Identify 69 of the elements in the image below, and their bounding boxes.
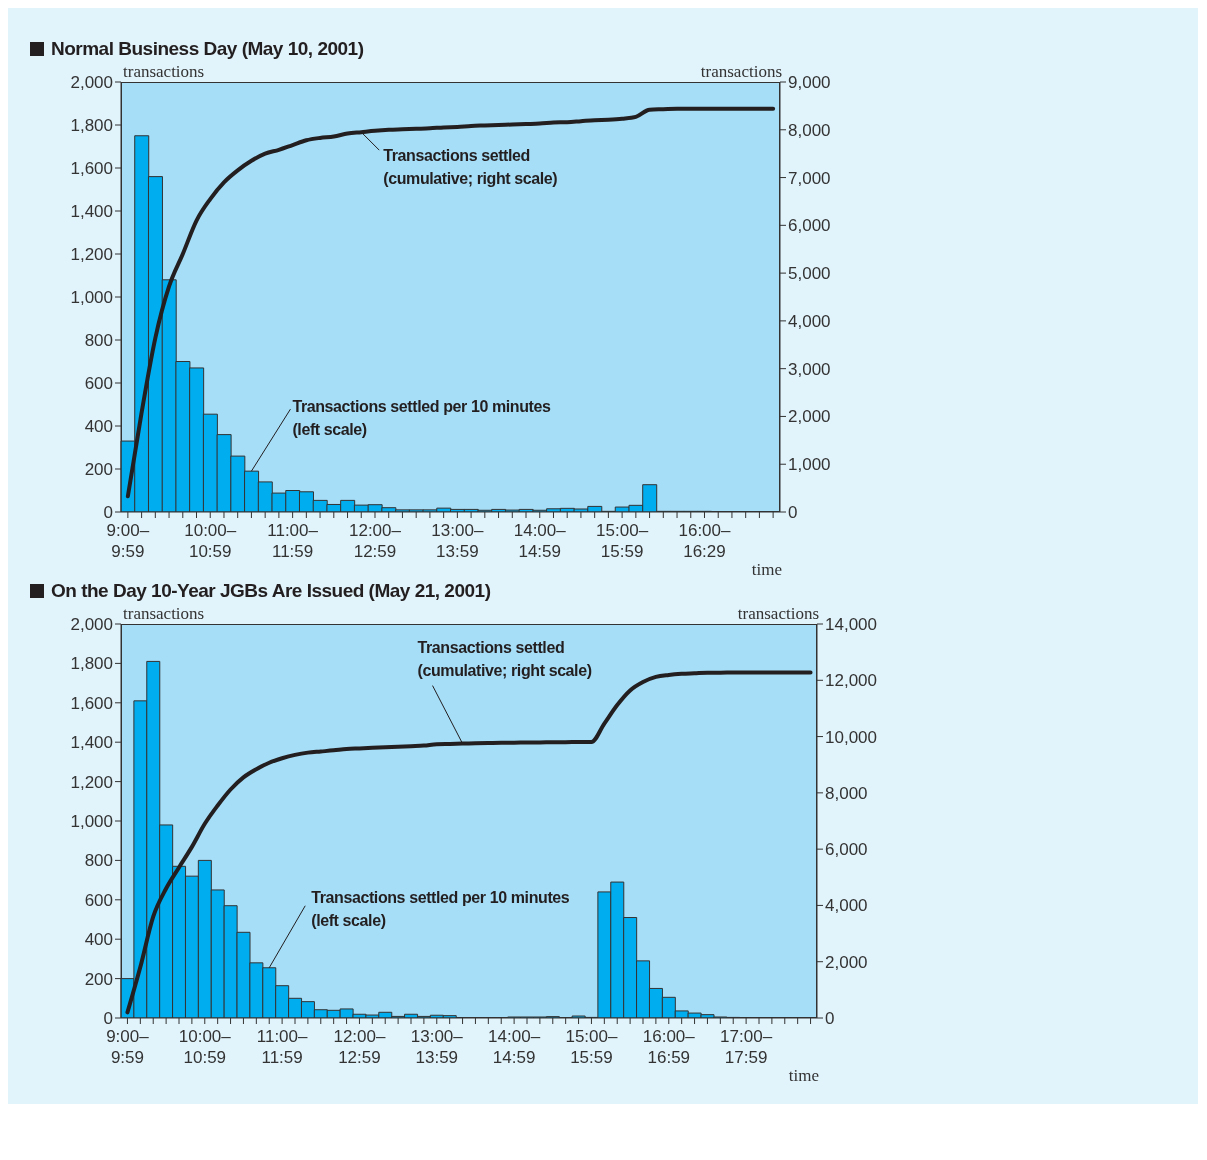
text: Transactions settled per 10 minutes (left scale) (292, 398, 552, 439)
y2-tick-label: 8,000 (788, 120, 831, 140)
x-axis-title: time (788, 1066, 819, 1086)
y-tick-label: 600 (84, 890, 113, 910)
y2-tick-label: 7,000 (788, 168, 831, 188)
y-tick-label: 400 (84, 417, 113, 437)
y2-tick-label: 9,000 (788, 73, 831, 93)
y-tick-label: 1,400 (70, 202, 113, 222)
x-tick-label: 13:00– 13:59 (410, 1027, 464, 1067)
text: Transactions settled (cumulative; right scale) (417, 638, 592, 679)
x-tick-label: 16:00– 16:59 (642, 1027, 696, 1067)
x-tick-label: 14:00– 14:59 (513, 521, 567, 561)
x-tick-label: 16:00– 16:29 (678, 521, 732, 561)
x-tick-label: 15:00– 15:59 (596, 521, 649, 561)
y2-tick-label: 0 (788, 503, 798, 523)
y-tick-label: 800 (84, 851, 113, 871)
y-tick-label: 800 (84, 331, 113, 351)
y-tick-label: 1,200 (70, 772, 113, 792)
chart-title: On the Day 10-Year JGBs Are Issued (May 21, 2001) (51, 580, 491, 602)
y-tick-label: 1,400 (70, 733, 113, 753)
y2-axis-title: transactions (700, 62, 782, 82)
y2-tick-label: 12,000 (825, 671, 877, 691)
y-tick-label: 1,800 (70, 116, 113, 136)
y-tick-label: 0 (103, 1009, 113, 1029)
x-tick-label: 14:00– 14:59 (488, 1027, 541, 1067)
y2-tick-label: 2,000 (825, 952, 868, 972)
x-tick-label: 11:00– 11:59 (256, 1027, 309, 1067)
y-tick-label: 2,000 (70, 615, 113, 635)
x-tick-label: 10:00– 10:59 (178, 1027, 232, 1067)
x-tick-label: 9:00– 9:59 (106, 521, 150, 561)
chart-title: Normal Business Day (May 10, 2001) (51, 38, 364, 60)
y2-tick-label: 2,000 (788, 407, 831, 427)
y-tick-label: 400 (84, 930, 113, 950)
y-axis-title: transactions (123, 604, 205, 624)
x-tick-label: 12:00– 12:59 (348, 521, 402, 561)
x-tick-label: 10:00– 10:59 (184, 521, 237, 561)
y2-tick-label: 8,000 (825, 783, 868, 803)
y-tick-label: 1,000 (70, 288, 113, 308)
y2-tick-label: 3,000 (788, 359, 831, 379)
y-tick-label: 0 (103, 503, 113, 523)
y-tick-label: 2,000 (70, 73, 113, 93)
legend-label: Transactions settled (cumulative; right scale) (383, 147, 558, 188)
y2-tick-label: 1,000 (788, 455, 831, 475)
y2-tick-label: 5,000 (788, 264, 831, 284)
x-tick-label: 13:00– 13:59 (431, 521, 484, 561)
y-tick-label: 600 (84, 374, 113, 394)
y-tick-label: 1,000 (70, 812, 113, 832)
y-tick-label: 1,800 (70, 654, 113, 674)
y-tick-label: 1,600 (70, 159, 113, 179)
series-label: Transactions settled per 10 minutes (left scale) (311, 888, 570, 929)
y2-axis-title: transactions (737, 604, 819, 624)
y2-tick-label: 6,000 (825, 840, 868, 860)
y2-tick-label: 4,000 (825, 896, 868, 916)
y-tick-label: 200 (84, 460, 113, 480)
x-axis-title: time (751, 560, 782, 580)
y2-tick-label: 10,000 (825, 727, 877, 747)
y-tick-label: 1,200 (70, 245, 113, 265)
y2-tick-label: 0 (825, 1009, 835, 1029)
y2-tick-label: 6,000 (788, 216, 831, 236)
x-tick-label: 17:00– 17:59 (720, 1027, 773, 1067)
y-tick-label: 200 (84, 969, 113, 989)
y2-tick-label: 14,000 (825, 615, 877, 635)
x-tick-label: 9:00– 9:59 (106, 1027, 150, 1067)
x-tick-label: 12:00– 12:59 (333, 1027, 386, 1067)
x-tick-label: 15:00– 15:59 (565, 1027, 618, 1067)
x-tick-label: 11:00– 11:59 (267, 521, 319, 561)
y2-tick-label: 4,000 (788, 311, 831, 331)
y-tick-label: 1,600 (70, 693, 113, 713)
y-axis-title: transactions (123, 62, 205, 82)
